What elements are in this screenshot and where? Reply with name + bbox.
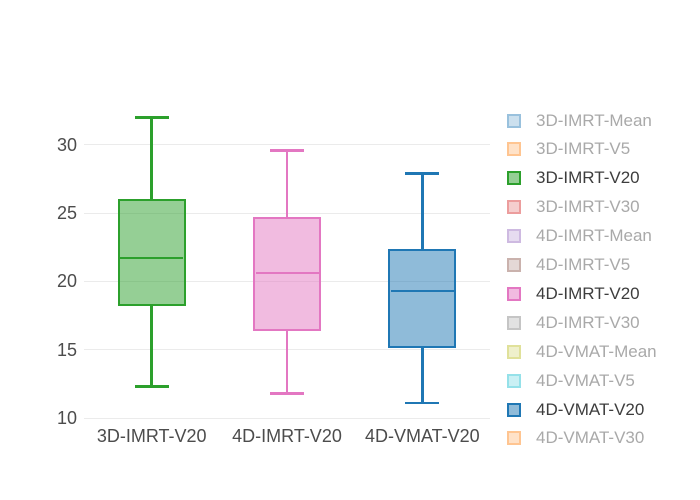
whisker-stem-top bbox=[150, 117, 153, 200]
y-gridline bbox=[84, 417, 490, 419]
legend-item-4D-VMAT-V5[interactable]: 4D-VMAT-V5 bbox=[507, 366, 635, 395]
legend-item-4D-IMRT-V20[interactable]: 4D-IMRT-V20 bbox=[507, 279, 640, 308]
legend-item-label: 4D-VMAT-V30 bbox=[536, 428, 645, 448]
legend-item-label: 3D-IMRT-V20 bbox=[536, 168, 640, 188]
legend-item-4D-VMAT-Mean[interactable]: 4D-VMAT-Mean bbox=[507, 337, 657, 366]
legend-swatch-icon bbox=[507, 113, 521, 128]
x-axis-category-label: 4D-IMRT-V20 bbox=[232, 426, 342, 446]
y-axis-tick-label: 30 bbox=[56, 134, 77, 155]
legend-item-label: 3D-IMRT-V30 bbox=[536, 197, 640, 217]
legend-swatch-icon bbox=[507, 258, 521, 272]
plot-area[interactable] bbox=[84, 88, 490, 419]
legend-item-3D-IMRT-V5[interactable]: 3D-IMRT-V5 bbox=[507, 135, 630, 164]
legend-item-3D-IMRT-Mean[interactable]: 3D-IMRT-Mean bbox=[507, 106, 652, 135]
legend-swatch-icon bbox=[507, 142, 521, 157]
y-gridline bbox=[84, 144, 490, 146]
whisker-stem-bottom bbox=[150, 305, 153, 387]
legend-item-label: 4D-IMRT-V20 bbox=[536, 283, 640, 303]
legend-item-3D-IMRT-V30[interactable]: 3D-IMRT-V30 bbox=[507, 193, 640, 222]
legend-item-4D-IMRT-V5[interactable]: 4D-IMRT-V5 bbox=[507, 251, 630, 280]
box-plot-4D-IMRT-V20[interactable] bbox=[84, 88, 490, 418]
legend-item-label: 4D-IMRT-V30 bbox=[536, 312, 640, 332]
median-line bbox=[255, 271, 319, 275]
x-axis-category-label: 4D-VMAT-V20 bbox=[364, 426, 480, 446]
legend-item-4D-IMRT-V30[interactable]: 4D-IMRT-V30 bbox=[507, 308, 640, 337]
whisker-cap-top bbox=[405, 172, 440, 175]
y-axis-tick-label: 15 bbox=[56, 339, 77, 360]
legend-item-label: 3D-IMRT-Mean bbox=[536, 110, 652, 130]
legend-item-label: 4D-VMAT-Mean bbox=[536, 341, 657, 361]
legend-item-label: 4D-VMAT-V5 bbox=[536, 370, 635, 390]
legend-swatch-icon bbox=[507, 373, 521, 388]
whisker-stem-bottom bbox=[285, 330, 289, 394]
legend-item-label: 4D-IMRT-V5 bbox=[536, 255, 631, 274]
legend-item-4D-IMRT-Mean[interactable]: 4D-IMRT-Mean bbox=[507, 222, 652, 251]
whisker-cap-top bbox=[270, 149, 304, 152]
legend-swatch-icon bbox=[507, 431, 521, 446]
legend-item-4D-VMAT-V20[interactable]: 4D-VMAT-V20 bbox=[507, 395, 644, 424]
box-plot-3D-IMRT-V20[interactable] bbox=[84, 88, 490, 418]
whisker-cap-top bbox=[134, 116, 169, 119]
y-axis-tick-label: 10 bbox=[56, 408, 77, 428]
y-axis-tick-label: 25 bbox=[56, 203, 77, 224]
legend-swatch-icon bbox=[507, 402, 521, 417]
whisker-cap-bottom bbox=[270, 392, 304, 395]
box-iqr bbox=[388, 248, 457, 349]
y-axis-tick-label: 20 bbox=[56, 271, 77, 292]
box-iqr bbox=[117, 199, 186, 306]
whisker-stem-bottom bbox=[421, 348, 424, 403]
legend-item-label: 3D-IMRT-V5 bbox=[536, 139, 631, 159]
x-axis-category-label: 3D-IMRT-V20 bbox=[96, 426, 207, 446]
legend-item-label: 4D-IMRT-Mean bbox=[536, 226, 652, 246]
median-line bbox=[120, 256, 184, 260]
box-plot-4D-VMAT-V20[interactable] bbox=[84, 88, 490, 418]
legend-swatch-icon bbox=[507, 229, 521, 244]
legend-item-3D-IMRT-V20[interactable]: 3D-IMRT-V20 bbox=[507, 164, 640, 193]
whisker-stem-top bbox=[421, 173, 424, 249]
legend-swatch-icon bbox=[507, 171, 521, 186]
median-line bbox=[390, 289, 454, 293]
legend-item-4D-VMAT-V30[interactable]: 4D-VMAT-V30 bbox=[507, 424, 644, 453]
whisker-cap-bottom bbox=[134, 385, 169, 388]
legend-swatch-icon bbox=[507, 315, 521, 330]
whisker-cap-bottom bbox=[405, 401, 440, 405]
legend-swatch-icon bbox=[507, 286, 521, 301]
legend-swatch-icon bbox=[507, 344, 521, 359]
legend-item-label: 4D-VMAT-V20 bbox=[536, 399, 645, 419]
legend-swatch-icon bbox=[507, 200, 521, 215]
whisker-stem-top bbox=[285, 150, 289, 218]
